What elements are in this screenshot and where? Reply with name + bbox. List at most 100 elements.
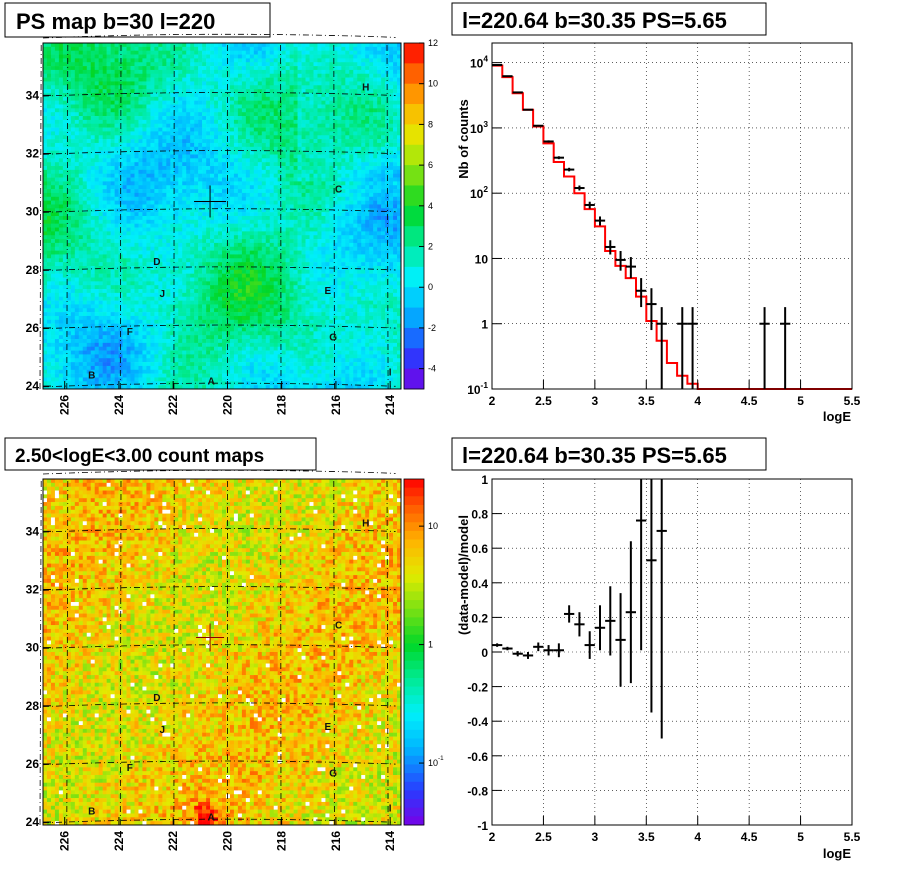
palette-swatch (404, 266, 424, 288)
grid-longitude-line (119, 478, 122, 826)
palette-swatch (404, 327, 424, 349)
y-tick-label: 32 (26, 147, 40, 161)
x-tick-label: 224 (112, 831, 126, 851)
count-map-target-cross (196, 623, 225, 652)
y-tick-label: 0.6 (471, 542, 488, 556)
x-tick-label: 5.5 (844, 830, 861, 844)
grid-longitude-line (39, 42, 42, 390)
palette-swatch (404, 185, 424, 207)
spectrum-y-axis: 10-1 1 10 102 103 104 (467, 54, 502, 397)
palette-swatch (404, 539, 424, 549)
palette-swatch (404, 729, 424, 739)
count-map-y-axis: 34 32 30 28 26 24 (26, 524, 51, 829)
source-label: A (208, 376, 215, 387)
palette-swatch (404, 165, 424, 186)
residual-x-label: logE (823, 846, 851, 861)
palette-swatch (404, 677, 424, 687)
palette-swatch (404, 721, 424, 731)
grid-longitude-line (66, 478, 69, 826)
residual-x-axis: 2 2.5 3 3.5 4 4.5 5 5.5 (489, 816, 861, 844)
grid-latitude-line (42, 469, 396, 475)
spectrum-title-box (451, 2, 767, 36)
y-tick-label: -0.6 (467, 750, 488, 764)
source-label: J (160, 289, 166, 300)
x-tick-label: 218 (275, 831, 289, 851)
x-tick-label: 2 (489, 830, 496, 844)
y-tick-label: 34 (26, 88, 40, 102)
palette-swatch (404, 799, 424, 809)
y-tick-label: 24 (26, 379, 40, 393)
palette-tick-label: 0 (428, 282, 433, 292)
ps-map-x-axis: 226 224 222 220 218 216 214 (58, 381, 397, 415)
count-map-color-palette: 10 1 10-1 (403, 478, 444, 826)
x-tick-label: 4 (694, 394, 701, 408)
y-tick-label: 24 (26, 815, 40, 829)
palette-swatch (404, 634, 424, 644)
source-label: B (88, 807, 95, 818)
palette-swatch (404, 600, 424, 610)
y-tick-label: 30 (26, 205, 40, 219)
spectrum-y-label: Nb of counts (456, 99, 471, 178)
x-tick-label: 2 (489, 394, 496, 408)
palette-tick-label: -2 (428, 323, 436, 333)
x-tick-label: 2.5 (535, 394, 552, 408)
count-map-panel: 2.50<logE<3.00 count maps A B C D E F G H I J 226… (4, 437, 444, 851)
palette-swatch (404, 738, 424, 748)
palette-frame (403, 478, 425, 826)
palette-swatch (404, 764, 424, 774)
source-label: H (362, 83, 369, 94)
palette-swatch (404, 652, 424, 662)
x-tick-label: 3 (592, 394, 599, 408)
palette-tick-label: 10-1 (428, 755, 444, 768)
x-tick-label: 5.5 (844, 394, 861, 408)
palette-swatch (404, 703, 424, 713)
palette-swatch (404, 522, 424, 532)
spectrum-panel: l=220.64 b=30.35 PS=5.65 2 2.5 3 3.5 4 4.5 5 5.… (451, 2, 861, 424)
spectrum-frame (491, 42, 853, 390)
palette-swatch (404, 205, 424, 227)
y-tick-label: 0.2 (471, 611, 488, 625)
y-tick-label: 1 (481, 473, 488, 487)
palette-swatch (404, 43, 424, 64)
x-tick-label: 3.5 (638, 394, 655, 408)
source-label: B (88, 371, 95, 382)
palette-swatch (404, 816, 424, 826)
spectrum-data-points (492, 64, 791, 389)
count-map-source-labels: A B C D E F G H I J (88, 519, 392, 824)
palette-swatch (404, 608, 424, 618)
source-label: F (127, 763, 133, 774)
x-tick-label: 214 (383, 395, 397, 415)
ps-map-target-cross (194, 185, 227, 218)
grid-longitude-line (386, 478, 389, 826)
residual-title-box (451, 437, 767, 471)
source-label: G (329, 769, 337, 780)
y-tick-label: 0.8 (471, 508, 488, 522)
palette-swatch (404, 548, 424, 558)
x-tick-label: 226 (58, 395, 72, 415)
palette-swatch (404, 807, 424, 817)
y-tick-label: -0.8 (467, 784, 488, 798)
y-tick-label: 28 (26, 699, 40, 713)
source-label: E (324, 722, 331, 733)
palette-tick-label: -4 (428, 364, 436, 374)
x-tick-label: 222 (166, 831, 180, 851)
y-tick-label: 0 (481, 646, 488, 660)
palette-tick-label: 1 (428, 640, 433, 650)
count-map-title: 2.50<logE<3.00 count maps (15, 446, 264, 467)
palette-swatch (404, 496, 424, 506)
source-label: A (208, 812, 215, 823)
palette-swatch (404, 660, 424, 670)
palette-swatch (404, 574, 424, 584)
grid-longitude-line (119, 42, 122, 390)
palette-tick-label: 6 (428, 160, 433, 170)
y-tick-label: 102 (470, 184, 488, 201)
y-tick-label: 103 (470, 119, 488, 136)
x-tick-label: 218 (275, 395, 289, 415)
palette-swatch (404, 83, 424, 105)
palette-swatch (404, 513, 424, 523)
x-tick-label: 214 (383, 831, 397, 851)
palette-tick-label: 10 (428, 79, 438, 89)
y-tick-label: -0.4 (467, 715, 488, 729)
y-tick-label: 10 (475, 253, 489, 267)
palette-swatch (404, 773, 424, 783)
